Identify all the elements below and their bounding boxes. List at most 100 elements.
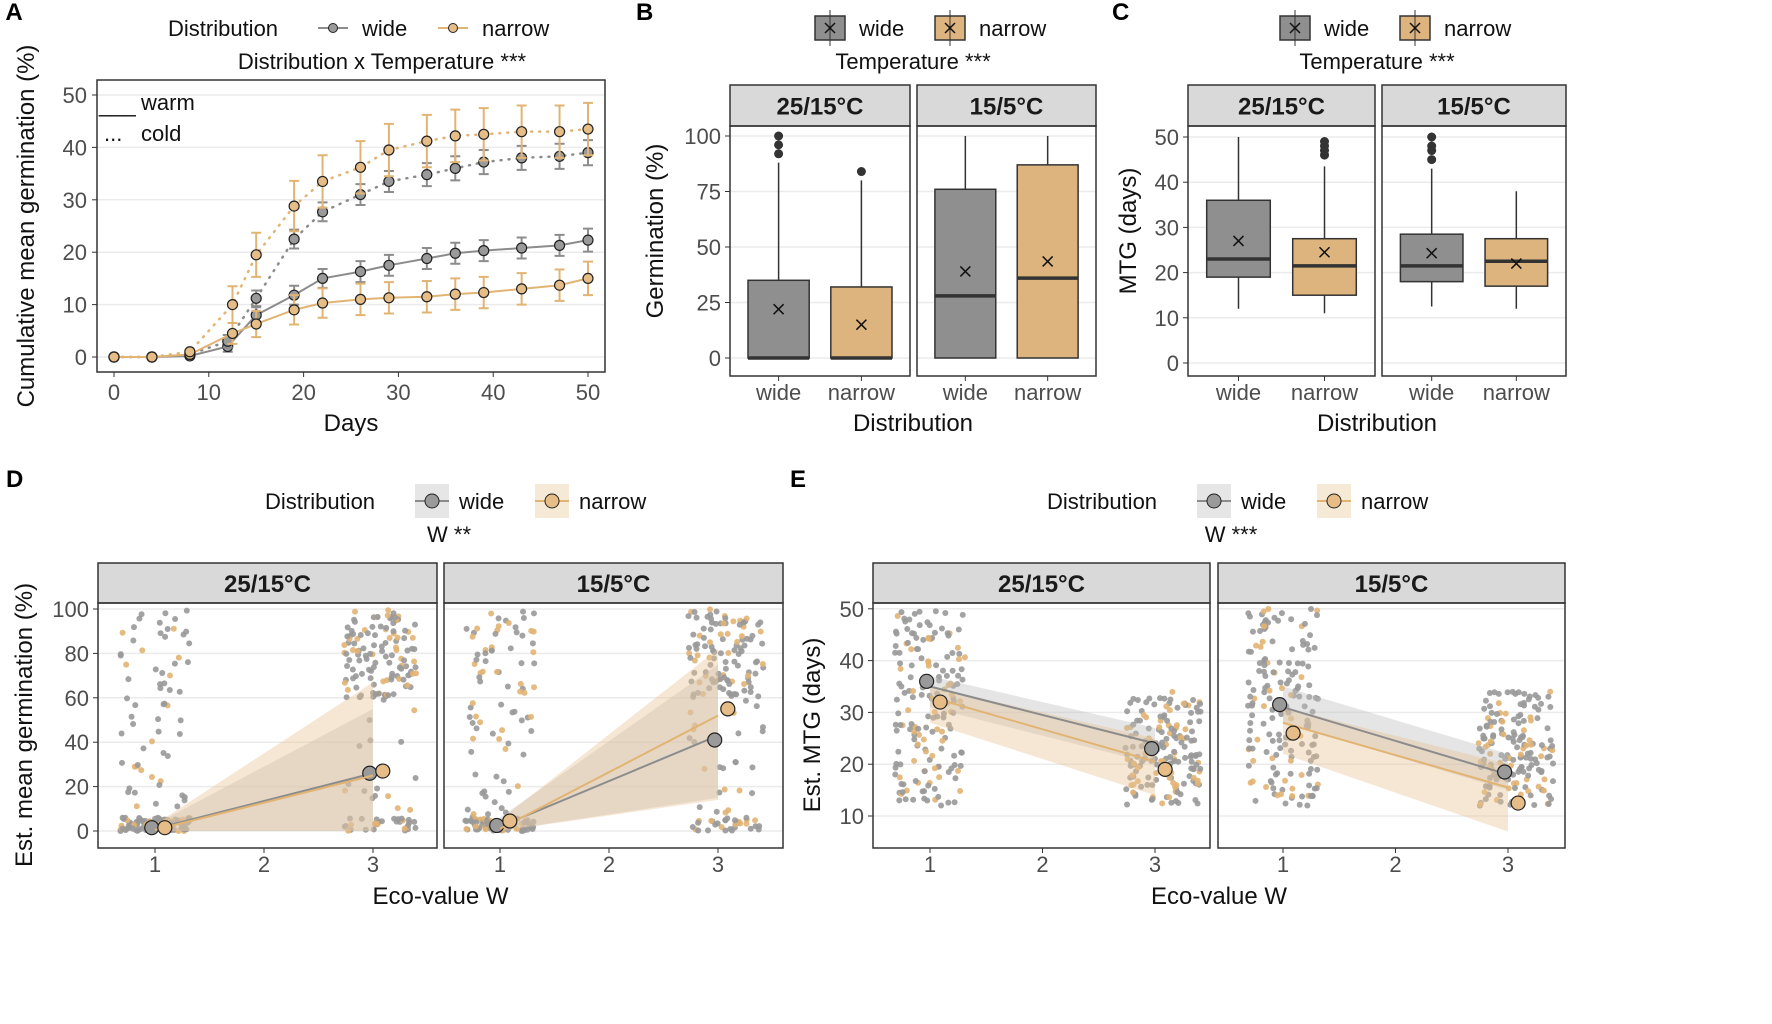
x-tick-label: 1 xyxy=(149,852,161,877)
observation-point xyxy=(472,771,479,778)
observation-point xyxy=(745,679,752,686)
estimated-mean-narrow xyxy=(502,813,518,829)
x-tick-label: narrow xyxy=(1291,380,1358,405)
observation-point xyxy=(1196,718,1203,725)
observation-point xyxy=(469,719,476,726)
data-point xyxy=(478,286,490,299)
observation-point xyxy=(1144,781,1151,788)
observation-point xyxy=(731,647,738,654)
x-tick-label: wide xyxy=(1408,380,1454,405)
data-point xyxy=(354,293,367,305)
observation-point xyxy=(904,626,911,633)
observation-point xyxy=(1151,701,1158,708)
observation-point xyxy=(743,814,750,821)
observation-point xyxy=(1301,703,1308,710)
observation-point xyxy=(1481,756,1488,763)
observation-point xyxy=(1312,694,1319,701)
panel-border xyxy=(1187,125,1376,377)
y-tick-label: 80 xyxy=(65,641,89,666)
observation-point xyxy=(152,800,159,807)
observation-point xyxy=(694,641,701,648)
panel-border xyxy=(96,79,606,373)
observation-point xyxy=(344,686,351,693)
observation-point xyxy=(125,676,132,683)
observation-point xyxy=(348,627,355,634)
observation-point xyxy=(894,612,901,619)
observation-point xyxy=(1246,737,1253,744)
observation-point xyxy=(528,727,535,734)
observation-point xyxy=(707,606,714,613)
facet-strip-label: 15/5°C xyxy=(1355,571,1429,598)
panel-border xyxy=(729,125,911,377)
facet-strip-label: 15/5°C xyxy=(970,94,1044,121)
observation-point xyxy=(411,658,418,665)
observation-point xyxy=(482,826,489,833)
observation-point xyxy=(722,659,729,666)
observation-point xyxy=(1313,785,1320,792)
observation-point xyxy=(1247,693,1254,700)
observation-point xyxy=(1149,796,1156,803)
observation-point xyxy=(385,793,392,800)
observation-point xyxy=(720,620,727,627)
observation-point xyxy=(1515,768,1522,775)
estimated-mean-wide xyxy=(1272,697,1288,713)
observation-point xyxy=(1476,725,1483,732)
observation-point xyxy=(892,642,899,649)
observation-point xyxy=(521,826,528,833)
y-tick-label: 40 xyxy=(840,649,864,674)
observation-point xyxy=(896,774,903,781)
observation-point xyxy=(896,797,903,804)
observation-point xyxy=(913,634,920,641)
observation-point xyxy=(710,655,717,662)
observation-point xyxy=(893,696,900,703)
observation-point xyxy=(721,786,728,793)
observation-point xyxy=(412,824,419,831)
observation-point xyxy=(366,717,373,724)
observation-point xyxy=(686,644,693,651)
observation-point xyxy=(1190,774,1197,781)
facet-strip-label: 25/15°C xyxy=(777,94,864,121)
observation-point xyxy=(1158,729,1165,736)
x-tick-label: narrow xyxy=(1014,380,1081,405)
observation-point xyxy=(164,625,171,632)
x-axis-label: Days xyxy=(324,410,379,437)
observation-point xyxy=(157,630,164,637)
data-point xyxy=(582,234,594,246)
observation-point xyxy=(1259,638,1266,645)
observation-point xyxy=(1261,623,1268,630)
x-tick-label: 30 xyxy=(386,380,410,405)
x-axis-label: Eco-value W xyxy=(372,883,508,910)
legend-key-point-narrow xyxy=(448,23,458,33)
observation-point xyxy=(742,697,749,704)
observation-point xyxy=(394,805,401,812)
observation-point xyxy=(1130,721,1137,728)
observation-point xyxy=(1130,760,1137,767)
outlier-point xyxy=(1320,137,1330,147)
observation-point xyxy=(940,710,947,717)
observation-point xyxy=(520,608,527,615)
y-tick-label: 60 xyxy=(65,686,89,711)
observation-point xyxy=(156,781,163,788)
data-point xyxy=(449,130,461,142)
observation-point xyxy=(730,618,737,625)
observation-point xyxy=(1153,761,1160,768)
observation-point xyxy=(897,761,904,768)
observation-point xyxy=(162,633,169,640)
observation-point xyxy=(1168,799,1175,806)
data-point xyxy=(449,288,461,300)
observation-point xyxy=(493,668,500,675)
observation-point xyxy=(1139,758,1146,765)
observation-point xyxy=(351,640,358,647)
mean-marker xyxy=(1318,246,1331,258)
observation-point xyxy=(1197,700,1204,707)
observation-point xyxy=(1266,731,1273,738)
observation-point xyxy=(949,650,956,657)
observation-point xyxy=(752,817,759,824)
observation-point xyxy=(1173,722,1180,729)
x-tick-label: 2 xyxy=(603,852,615,877)
observation-point xyxy=(1313,612,1320,619)
observation-point xyxy=(1535,694,1542,701)
observation-point xyxy=(1188,709,1195,716)
observation-point xyxy=(931,785,938,792)
observation-point xyxy=(749,764,756,771)
